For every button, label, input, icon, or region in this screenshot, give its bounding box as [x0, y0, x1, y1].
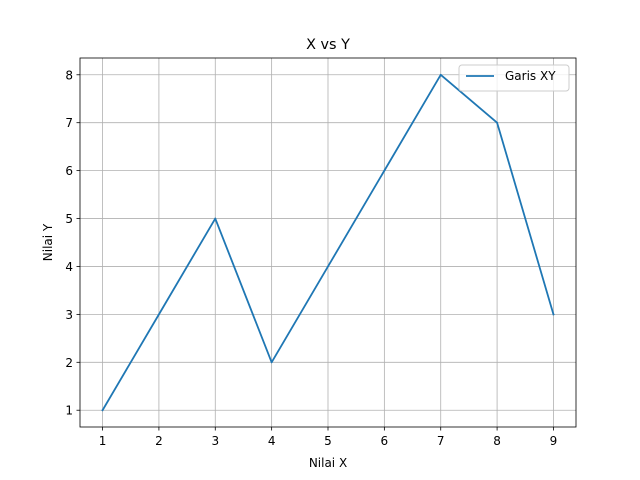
y-tick-label: 5	[65, 212, 73, 226]
data-point	[327, 265, 329, 268]
y-tick-label: 7	[65, 116, 73, 130]
y-tick-label: 1	[65, 404, 73, 418]
data-point	[552, 313, 555, 316]
x-tick-label: 9	[550, 434, 558, 448]
x-axis-title: Nilai X	[309, 456, 347, 470]
y-tick-label: 8	[65, 68, 73, 82]
data-point	[496, 121, 498, 124]
y-tick-label: 2	[65, 356, 73, 370]
x-tick-label: 7	[437, 434, 445, 448]
y-tick-label: 3	[65, 308, 73, 322]
x-tick-label: 4	[268, 434, 276, 448]
legend-label: Garis XY	[505, 69, 556, 83]
chart-title: X vs Y	[306, 37, 350, 53]
x-tick-label: 8	[493, 434, 501, 448]
y-tick-label: 4	[65, 260, 73, 274]
data-point	[383, 169, 386, 172]
data-point	[270, 361, 273, 364]
legend: Garis XY	[458, 64, 570, 92]
y-axis-title: Nilai Y	[41, 223, 55, 261]
legend-box	[458, 64, 570, 92]
data-point	[158, 313, 160, 316]
x-tick-label: 2	[155, 434, 163, 448]
x-tick-label: 6	[381, 434, 389, 448]
series-layer	[101, 73, 555, 412]
data-point	[101, 409, 104, 412]
y-tick-label: 6	[65, 164, 73, 178]
x-tick-label: 3	[211, 434, 219, 448]
x-tick-label: 5	[324, 434, 332, 448]
data-point	[214, 217, 217, 220]
data-point	[439, 73, 442, 76]
x-tick-label: 1	[99, 434, 107, 448]
ticks: 1 2 3 4 5 6 7 8 9 1 2 3 4 5 6 7 8	[65, 68, 557, 448]
